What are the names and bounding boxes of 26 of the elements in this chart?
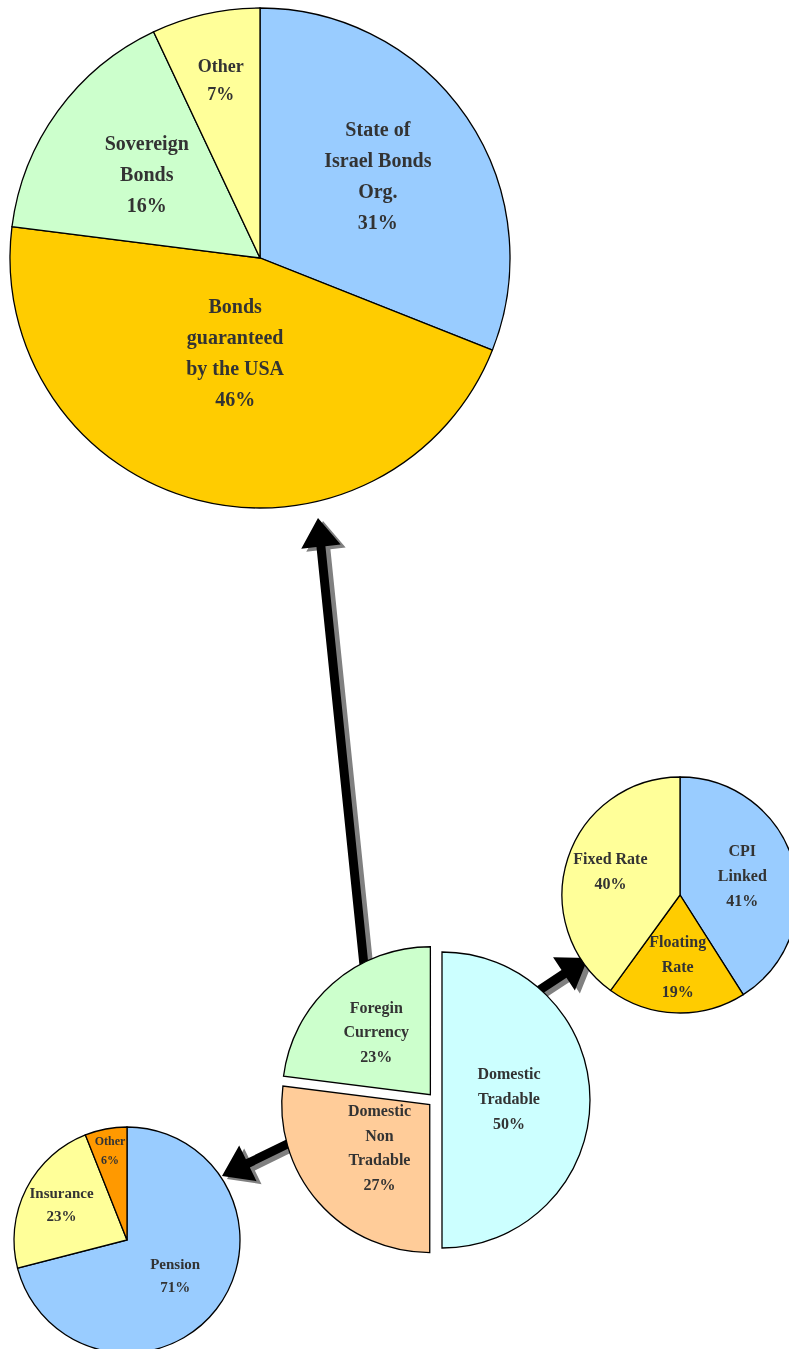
data-label: 6%	[101, 1152, 120, 1167]
slice-label: Domestic Non Tradable	[347, 1101, 412, 1169]
slice-label: Domestic Tradable	[477, 1064, 541, 1107]
slice-label: Insurance	[29, 1185, 94, 1202]
data-label: 23%	[46, 1208, 77, 1225]
data-label: 40%	[594, 874, 627, 892]
slice-label: Foregin Currency	[343, 998, 410, 1042]
data-label: 71%	[160, 1279, 191, 1296]
data-label: 7%	[207, 84, 235, 105]
slice-label: Bonds guaranteed by the USA	[186, 294, 285, 380]
slice-label: State of Israel Bonds Org.	[324, 118, 432, 203]
slice-label: CPI Linked	[717, 841, 767, 884]
data-label: 31%	[357, 211, 398, 233]
slice-label: Pension	[150, 1256, 201, 1273]
slice-label: Sovereign Bonds	[104, 131, 189, 185]
data-label: 27%	[363, 1175, 396, 1193]
data-label: 46%	[215, 387, 256, 410]
slice-label: Fixed Rate	[573, 849, 648, 867]
slice-label: Other	[94, 1133, 127, 1148]
slice-label: Floating Rate	[649, 933, 707, 975]
data-label: 19%	[661, 982, 694, 1000]
data-label: 23%	[360, 1047, 393, 1065]
data-label: 50%	[493, 1114, 525, 1132]
data-label: 41%	[726, 891, 759, 909]
data-label: 16%	[126, 193, 167, 216]
slice-label: Other	[197, 56, 244, 77]
